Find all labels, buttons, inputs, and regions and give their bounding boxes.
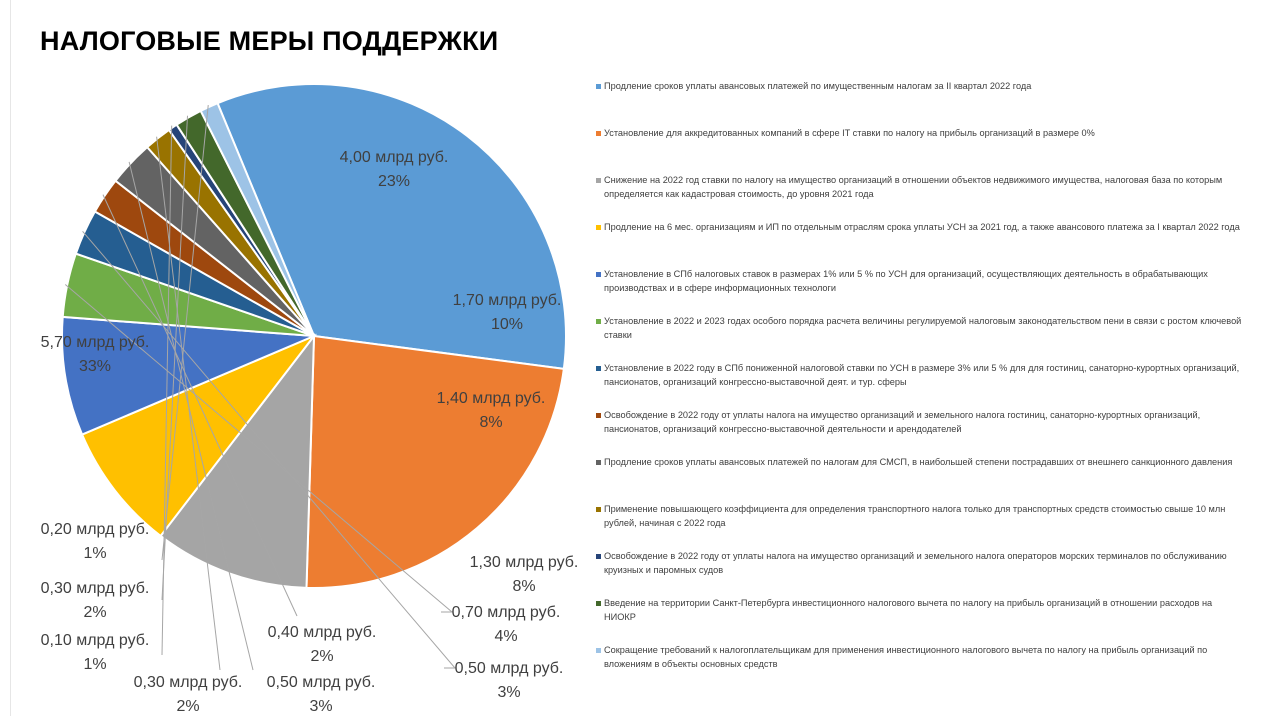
legend-swatch (596, 131, 601, 136)
slice-value-label-8: 0,40 млрд руб. (268, 624, 377, 641)
slice-value-label-13: 0,20 млрд руб. (41, 521, 150, 538)
legend-swatch (596, 507, 601, 512)
legend-item: Освобождение в 2022 году от уплаты налог… (596, 409, 1246, 436)
legend-swatch (596, 648, 601, 653)
legend-swatch (596, 554, 601, 559)
slice-value-label-6: 0,70 млрд руб. (452, 604, 561, 621)
legend-item: Установление в 2022 году в СПб пониженно… (596, 362, 1246, 389)
slice-percent-label-6: 4% (494, 628, 517, 645)
leader-line-9 (128, 161, 254, 671)
legend-item: Сокращение требований к налогоплательщик… (596, 644, 1246, 671)
slice-percent-label-1: 33% (79, 358, 111, 375)
slice-value-label-3: 1,70 млрд руб. (453, 292, 562, 309)
slice-value-label-9: 0,50 млрд руб. (267, 674, 376, 691)
leader-line-10 (156, 136, 221, 671)
legend-item: Применение повышающего коэффициента для … (596, 503, 1246, 530)
pie-slices (61, 83, 567, 589)
slice-value-label-2: 4,00 млрд руб. (340, 149, 449, 166)
slice-percent-label-7: 3% (497, 684, 520, 701)
slide-left-border (10, 0, 11, 716)
slice-percent-label-13: 1% (83, 545, 106, 562)
legend-swatch (596, 272, 601, 277)
leader-lines (64, 105, 457, 671)
legend-swatch (596, 601, 601, 606)
slice-percent-label-10: 2% (176, 698, 199, 715)
legend-item: Продление сроков уплаты авансовых платеж… (596, 456, 1246, 470)
slice-percent-label-3: 10% (491, 316, 523, 333)
legend-swatch (596, 178, 601, 183)
leader-line-13 (161, 105, 209, 561)
slice-value-label-7: 0,50 млрд руб. (455, 660, 564, 677)
legend-label: Установление для аккредитованных компани… (604, 128, 1095, 138)
slice-value-label-12: 0,30 млрд руб. (41, 580, 150, 597)
pie-slice-13 (199, 101, 315, 337)
slice-value-label-5: 1,30 млрд руб. (470, 554, 579, 571)
legend-swatch (596, 413, 601, 418)
legend-label: Установление в 2022 и 2023 годах особого… (604, 316, 1242, 340)
slice-percent-label-12: 2% (83, 604, 106, 621)
legend-label: Введение на территории Санкт-Петербурга … (604, 598, 1213, 622)
legend-label: Освобождение в 2022 году от уплаты налог… (604, 551, 1227, 575)
legend-label: Установление в СПб налоговых ставок в ра… (604, 269, 1208, 293)
slice-percent-label-5: 8% (512, 578, 535, 595)
legend-item: Введение на территории Санкт-Петербурга … (596, 597, 1246, 624)
pie-slice-4 (80, 333, 318, 538)
legend-label: Продление сроков уплаты авансовых платеж… (604, 457, 1233, 467)
legend-label: Продление на 6 мес. организациям и ИП по… (604, 222, 1240, 232)
legend-label: Снижение на 2022 год ставки по налогу на… (604, 175, 1223, 199)
slice-labels: 5,70 млрд руб. 33% 4,00 млрд руб. 23% 1,70 м… (41, 149, 579, 715)
legend-item: Установление в 2022 и 2023 годах особого… (596, 315, 1246, 342)
legend-label: Продление сроков уплаты авансовых платеж… (604, 81, 1032, 91)
legend-item: Установление для аккредитованных компани… (596, 127, 1246, 141)
legend-label: Применение повышающего коэффициента для … (604, 504, 1226, 528)
pie-slice-1 (216, 83, 567, 371)
legend-swatch (596, 84, 601, 89)
legend-swatch (596, 366, 601, 371)
legend-item: Установление в СПб налоговых ставок в ра… (596, 268, 1246, 295)
slice-value-label-1: 5,70 млрд руб. (41, 334, 150, 351)
pie-slice-5 (61, 315, 315, 436)
legend-swatch (596, 225, 601, 230)
legend-label: Освобождение в 2022 году от уплаты налог… (604, 410, 1201, 434)
slice-percent-label-8: 2% (310, 648, 333, 665)
legend-item: Продление сроков уплаты авансовых платеж… (596, 80, 1246, 94)
slice-percent-label-11: 1% (83, 656, 106, 673)
legend-item: Снижение на 2022 год ставки по налогу на… (596, 174, 1246, 201)
legend-label: Установление в 2022 году в СПб пониженно… (604, 363, 1240, 387)
leader-line-7 (82, 230, 457, 669)
legend-label: Сокращение требований к налогоплательщик… (604, 645, 1208, 669)
slice-value-label-4: 1,40 млрд руб. (437, 390, 546, 407)
legend-item: Продление на 6 мес. организациям и ИП по… (596, 221, 1246, 235)
legend-swatch (596, 460, 601, 465)
leader-line-8 (102, 194, 298, 617)
pie-chart: 5,70 млрд руб. 33% 4,00 млрд руб. 23% 1,70 м… (41, 83, 579, 715)
slice-value-label-11: 0,10 млрд руб. (41, 632, 150, 649)
slice-percent-label-9: 3% (309, 698, 332, 715)
pie-slice-2 (305, 334, 565, 589)
slice-percent-label-2: 23% (378, 173, 410, 190)
slice-value-label-10: 0,30 млрд руб. (134, 674, 243, 691)
slide-title: НАЛОГОВЫЕ МЕРЫ ПОДДЕРЖКИ (40, 26, 499, 56)
legend-swatch (596, 319, 601, 324)
slice-percent-label-4: 8% (479, 414, 502, 431)
legend-item: Освобождение в 2022 году от уплаты налог… (596, 550, 1246, 577)
